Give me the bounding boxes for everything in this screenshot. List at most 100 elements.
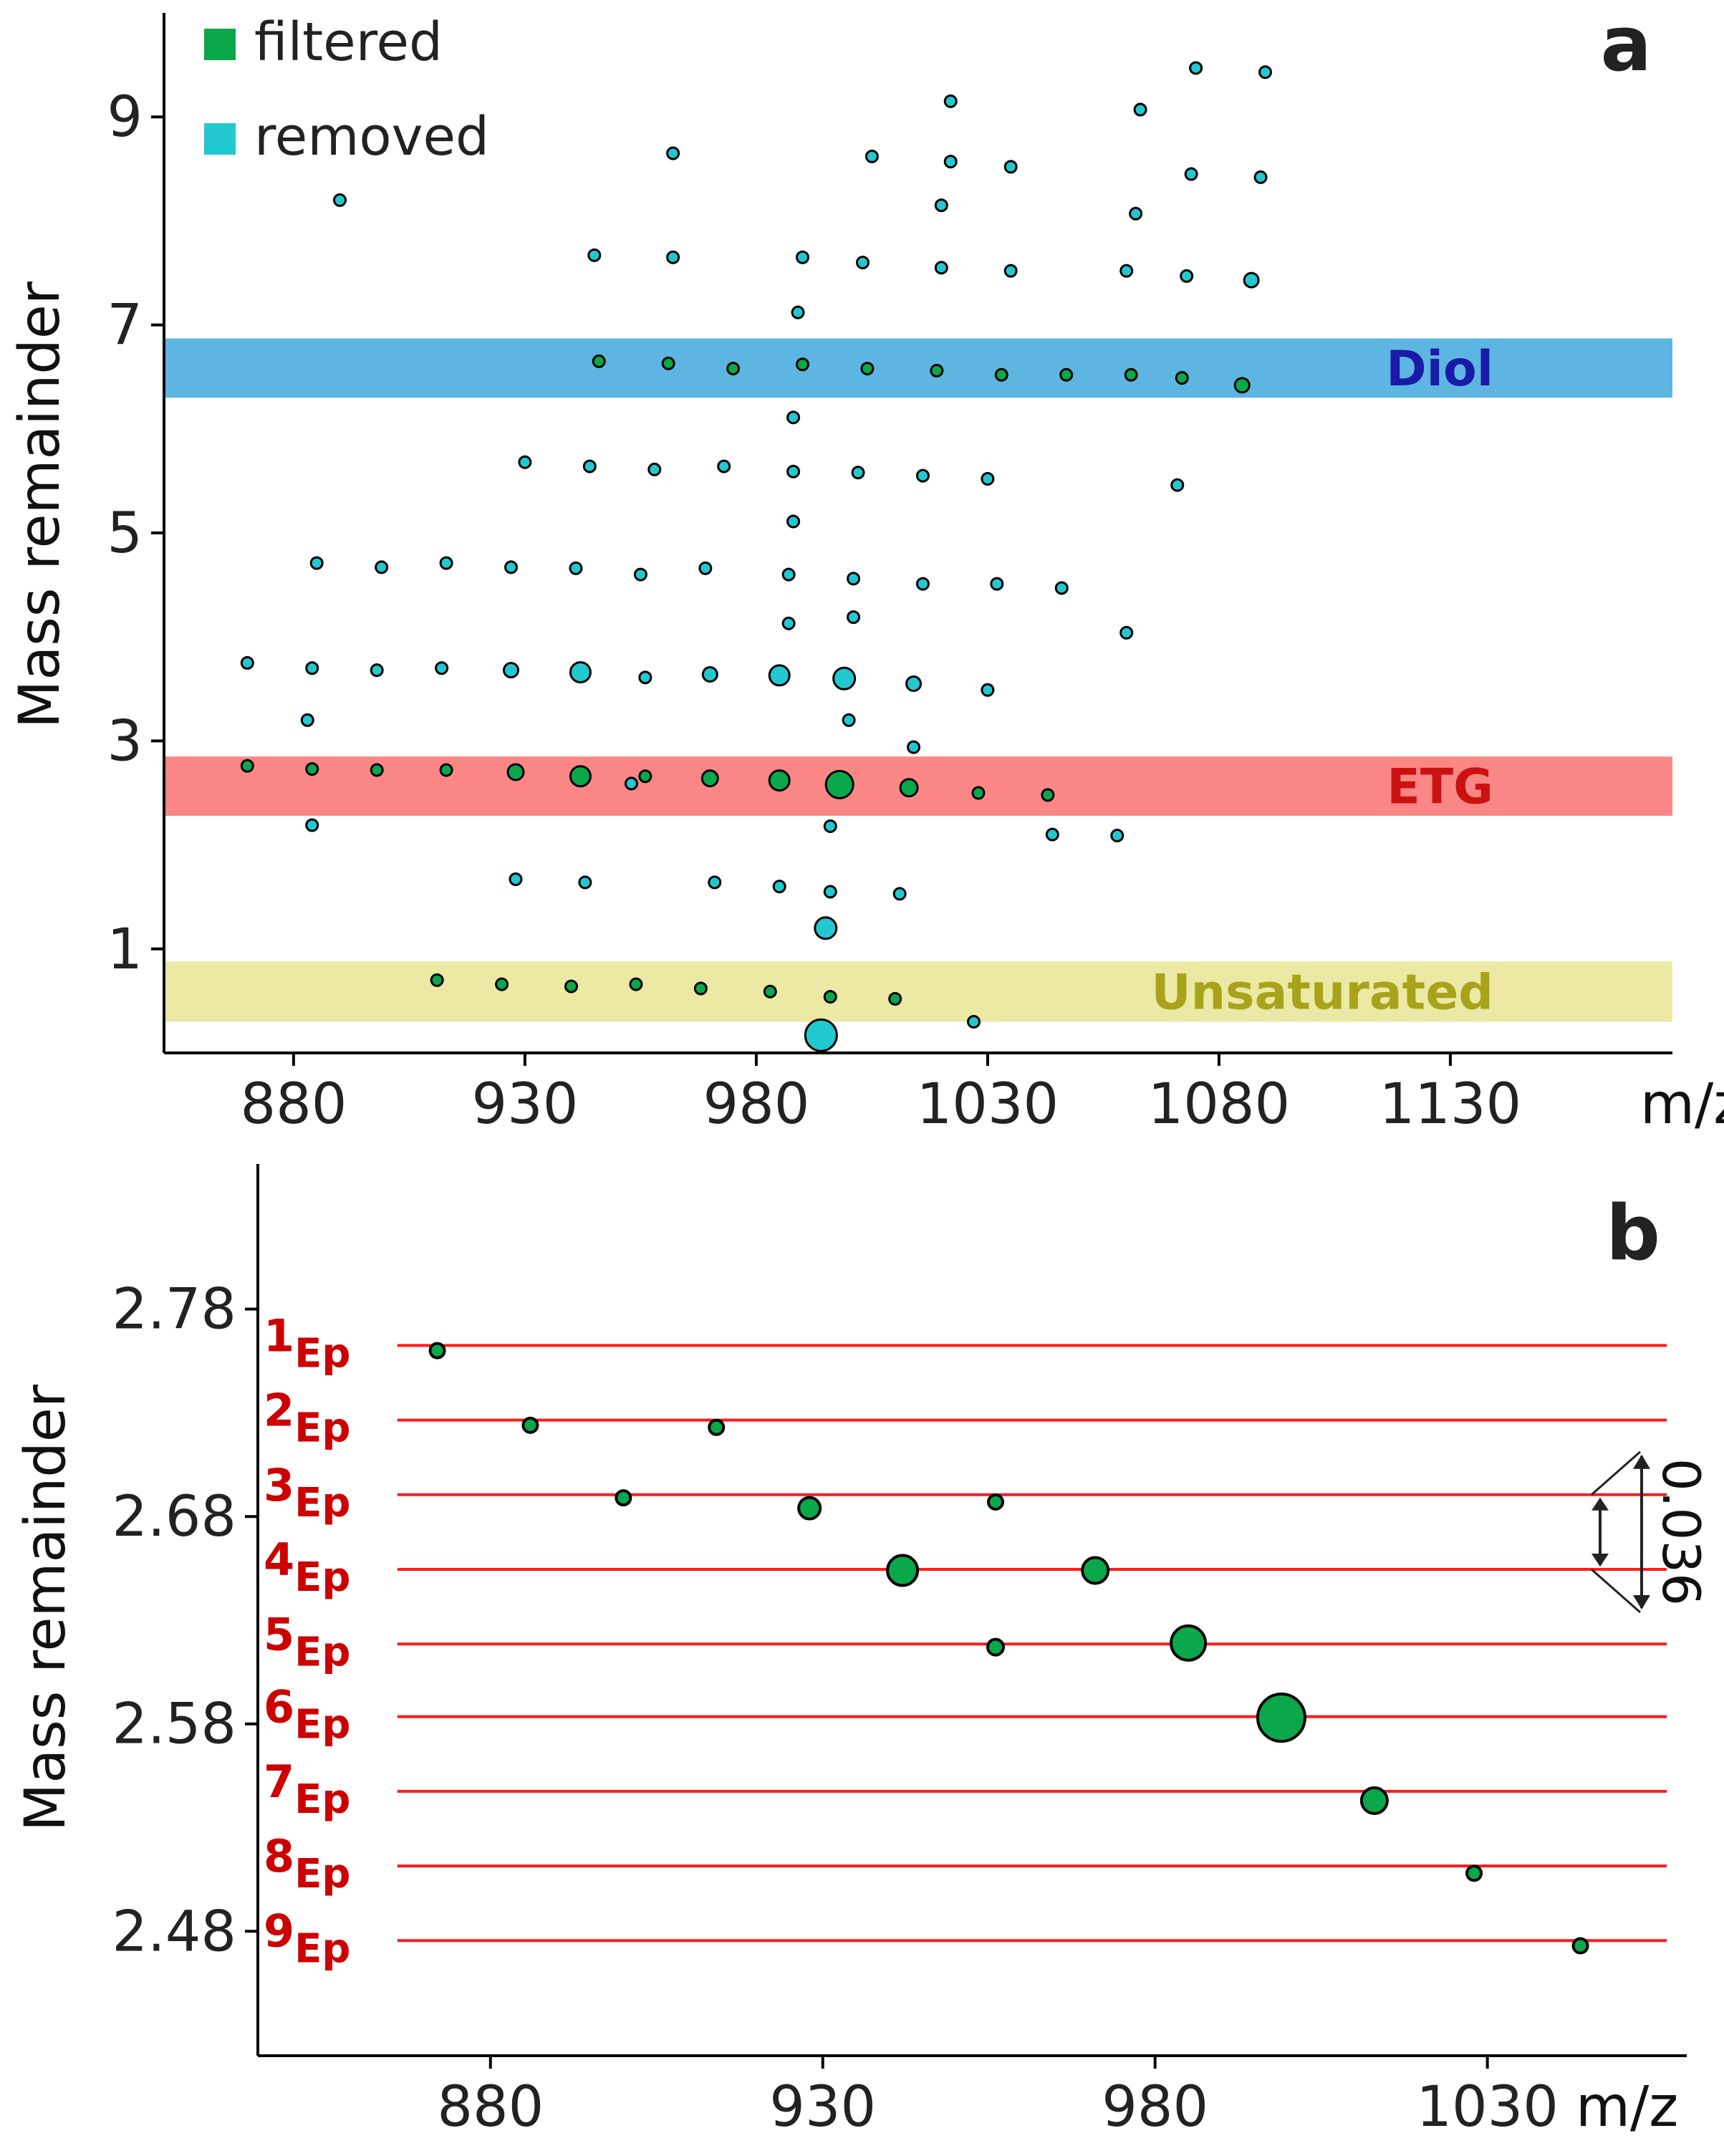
point-removed xyxy=(1243,271,1260,289)
point-removed xyxy=(823,819,837,833)
point-filtered xyxy=(1041,788,1055,802)
point-filtered xyxy=(240,759,254,773)
b-x-tick-label: 880 xyxy=(437,2075,544,2140)
point-filtered xyxy=(930,363,944,377)
point-removed xyxy=(708,875,722,890)
legend-label-filtered: filtered xyxy=(254,11,443,73)
point-filtered xyxy=(495,977,509,991)
point-removed xyxy=(435,661,449,675)
a-x-tick-label: 1030 xyxy=(917,1072,1059,1137)
point-filtered xyxy=(439,763,453,777)
b-x-ticks: 880 930 980 1030 xyxy=(437,2056,1559,2140)
point-filtered xyxy=(305,762,319,776)
point-removed xyxy=(305,661,319,675)
point-removed xyxy=(633,567,647,582)
panel-a: Diol ETG Unsaturated 880 930 980 1030 1080 1130… xyxy=(8,0,1724,1137)
panel-b-letter: b xyxy=(1606,1189,1660,1277)
a-y-tick-label: 7 xyxy=(107,294,143,358)
point-removed xyxy=(717,459,731,473)
point-filtered xyxy=(763,984,777,998)
legend-swatch-filtered xyxy=(204,29,236,60)
point-filtered xyxy=(886,1554,920,1587)
b-x-axis-label: m/z xyxy=(1576,2075,1678,2140)
point-filtered xyxy=(899,778,919,798)
level-subscript: Ep xyxy=(294,1776,350,1823)
level-number: 7 xyxy=(264,1756,294,1808)
point-filtered xyxy=(1465,1864,1483,1882)
legend-swatch-removed xyxy=(204,123,236,155)
point-removed xyxy=(1054,581,1069,595)
point-removed xyxy=(300,713,314,727)
point-removed xyxy=(1189,61,1203,75)
point-removed xyxy=(624,776,638,791)
point-removed xyxy=(638,670,652,685)
point-filtered xyxy=(986,1493,1004,1511)
level-number: 3 xyxy=(264,1459,294,1511)
point-removed xyxy=(847,572,861,586)
point-removed xyxy=(1119,264,1134,278)
point-removed xyxy=(666,250,680,264)
point-filtered xyxy=(693,981,708,996)
a-x-tick-label: 1080 xyxy=(1148,1072,1291,1137)
point-removed xyxy=(990,577,1004,591)
point-removed xyxy=(666,146,680,160)
point-filtered xyxy=(506,763,525,781)
point-removed xyxy=(1133,102,1147,117)
level-number: 6 xyxy=(264,1681,294,1733)
point-removed xyxy=(804,1018,838,1052)
b-points xyxy=(428,1342,1589,1955)
point-filtered xyxy=(569,765,592,788)
a-bands: Diol ETG Unsaturated xyxy=(165,338,1672,1022)
b-y-tick-label: 2.78 xyxy=(112,1278,236,1342)
spacing-annotation: 0.036 xyxy=(1591,1450,1711,1614)
b-y-axis-label: Mass remainder xyxy=(14,1384,78,1832)
point-removed xyxy=(907,740,921,754)
point-removed xyxy=(1119,625,1134,640)
level-number: 9 xyxy=(264,1905,294,1957)
point-removed xyxy=(855,255,870,269)
level-label-2: 2Ep xyxy=(264,1385,350,1452)
a-x-tick-label: 930 xyxy=(471,1072,578,1137)
point-removed xyxy=(772,880,786,894)
point-removed xyxy=(698,561,713,575)
point-filtered xyxy=(994,367,1008,382)
b-y-tick-label: 2.58 xyxy=(112,1693,236,1757)
b-y-tick-label: 2.48 xyxy=(112,1900,236,1964)
a-y-axis-label: Mass remainder xyxy=(8,281,72,728)
level-subscript: Ep xyxy=(294,1405,350,1452)
point-filtered xyxy=(430,973,444,987)
band-unsaturated xyxy=(165,961,1672,1022)
level-subscript: Ep xyxy=(294,1330,350,1377)
point-removed xyxy=(1003,160,1018,174)
point-removed xyxy=(915,468,930,483)
a-x-tick-label: 1130 xyxy=(1379,1072,1522,1137)
point-filtered xyxy=(615,1489,632,1507)
point-removed xyxy=(832,666,857,690)
point-removed xyxy=(823,885,837,899)
level-subscript: Ep xyxy=(294,1851,350,1897)
a-x-tick-label: 880 xyxy=(240,1072,347,1137)
point-removed xyxy=(768,664,791,687)
a-y-tick-label: 5 xyxy=(107,501,143,566)
point-filtered xyxy=(1256,1693,1306,1743)
point-removed xyxy=(915,577,930,591)
point-removed xyxy=(905,675,923,693)
point-removed xyxy=(647,462,662,476)
point-removed xyxy=(332,193,347,207)
point-filtered xyxy=(1359,1786,1389,1815)
point-filtered xyxy=(860,362,875,376)
point-removed xyxy=(587,248,602,262)
point-filtered xyxy=(629,977,643,991)
panel-a-letter: a xyxy=(1600,0,1652,88)
level-label-5: 5Ep xyxy=(264,1608,350,1675)
point-removed xyxy=(504,560,519,574)
a-x-ticks: 880 930 980 1030 1080 1130 xyxy=(240,1053,1521,1137)
point-removed xyxy=(1003,264,1018,278)
point-removed xyxy=(439,556,453,570)
a-x-axis-label: m/z xyxy=(1640,1072,1724,1137)
point-removed xyxy=(786,410,801,425)
band-label-etg: ETG xyxy=(1387,759,1493,816)
point-removed xyxy=(943,94,958,108)
point-removed xyxy=(305,818,319,832)
